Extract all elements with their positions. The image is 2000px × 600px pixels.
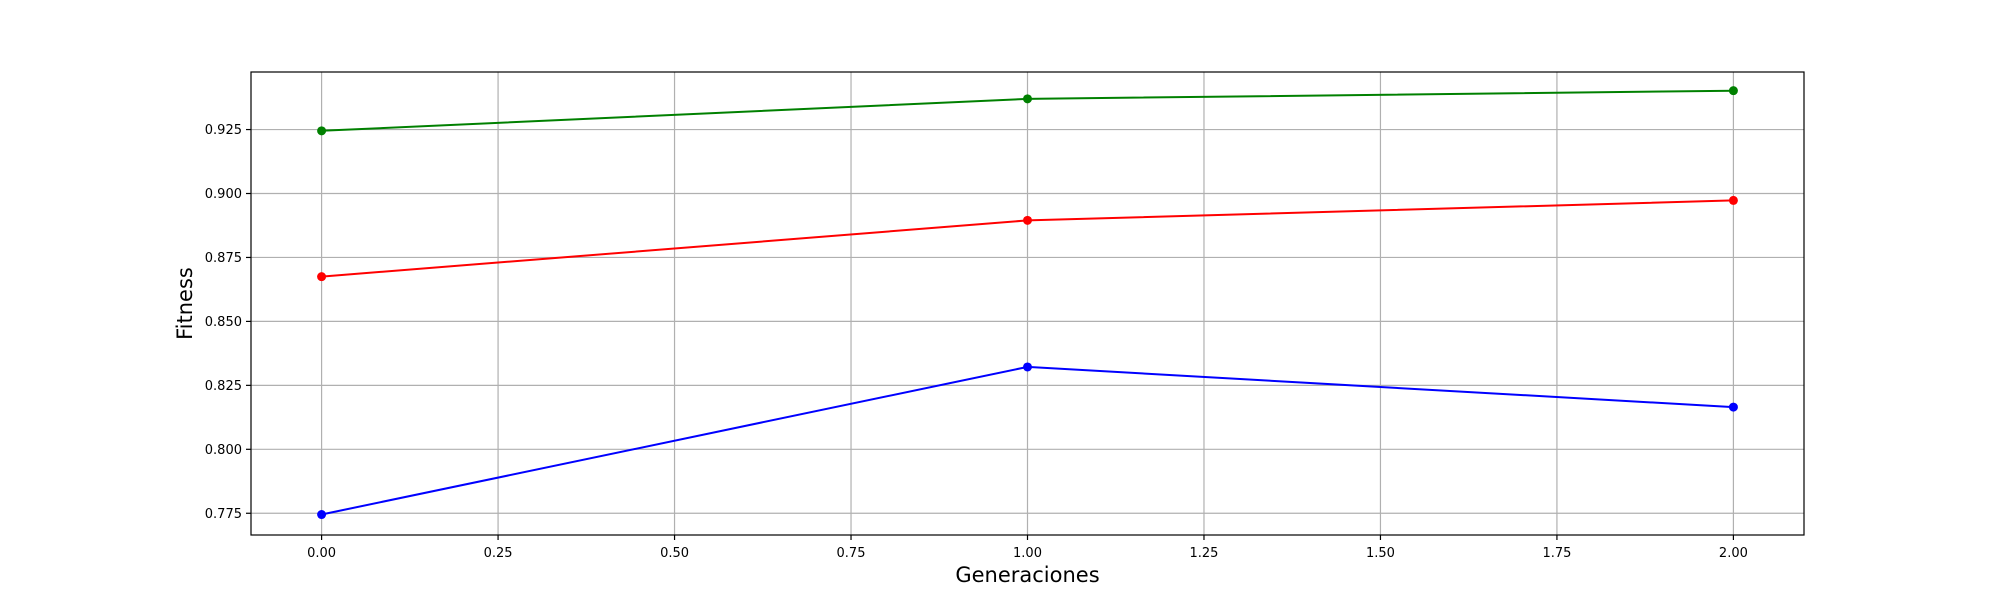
x-tick-label: 0.00 xyxy=(307,546,336,561)
series-1-point xyxy=(317,272,327,282)
y-axis-ticks: 0.775 0.800 0.825 0.850 0.875 0.900 0.925 xyxy=(205,123,251,522)
x-tick-label: 1.00 xyxy=(1013,546,1042,561)
x-tick-label: 0.75 xyxy=(837,546,866,561)
y-tick-label: 0.900 xyxy=(205,187,242,202)
y-tick-label: 0.875 xyxy=(205,251,242,266)
series-0-point xyxy=(1023,94,1032,104)
x-axis-label: Generaciones xyxy=(955,563,1099,587)
x-tick-label: 1.75 xyxy=(1542,546,1571,561)
series-1-point xyxy=(1023,215,1032,225)
x-tick-label: 0.25 xyxy=(484,546,513,561)
x-tick-label: 1.50 xyxy=(1366,546,1395,561)
series-0-point xyxy=(1728,86,1738,96)
x-axis-ticks: 0.00 0.25 0.50 0.75 1.00 1.25 1.50 1.75 2.00 xyxy=(307,535,1748,561)
series-layer xyxy=(317,86,1738,520)
series-2-point xyxy=(1728,402,1738,412)
series-2-point xyxy=(317,510,327,520)
y-tick-label: 0.825 xyxy=(205,379,242,394)
grid xyxy=(251,72,1804,535)
y-tick-label: 0.850 xyxy=(205,315,242,330)
x-tick-label: 2.00 xyxy=(1719,546,1748,561)
x-tick-label: 0.50 xyxy=(660,546,689,561)
series-2-point xyxy=(1023,362,1032,372)
y-axis-label: Fitness xyxy=(173,267,197,340)
x-tick-label: 1.25 xyxy=(1190,546,1219,561)
series-1-point xyxy=(1728,195,1738,205)
series-0-point xyxy=(317,126,327,136)
y-tick-label: 0.925 xyxy=(205,123,242,138)
y-tick-label: 0.775 xyxy=(205,507,242,522)
y-tick-label: 0.800 xyxy=(205,443,242,458)
